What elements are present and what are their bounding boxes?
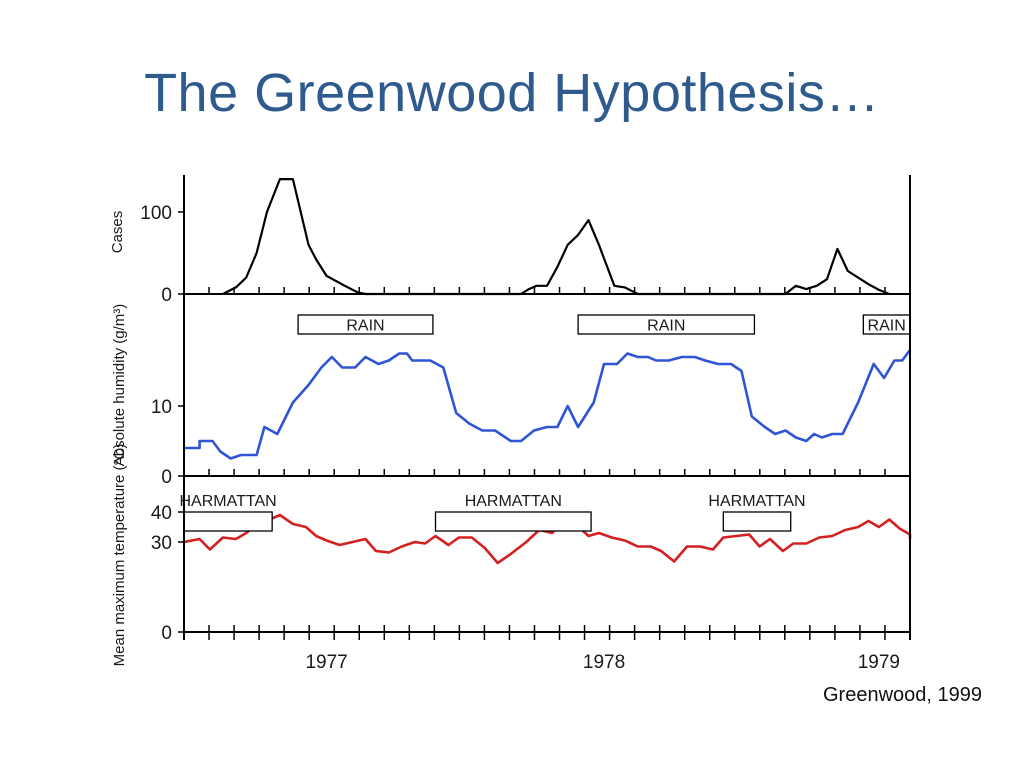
humidity-panel: Absolute humidity (g/m³) 0 10 (111, 304, 912, 488)
temperature-season-bar (183, 511, 273, 532)
citation: Greenwood, 1999 (822, 684, 982, 706)
temperature-season-bar (722, 511, 792, 532)
temperature-y-tick-label: 30 (151, 533, 172, 554)
x-axis: 1977 1978 1979 (183, 632, 911, 673)
cases-season-bar-label: RAIN (647, 318, 685, 335)
cases-season-bar (577, 314, 756, 335)
humidity-axis-title: Absolute humidity (g/m³) (111, 304, 128, 467)
cases-axis-title: Cases (109, 211, 126, 254)
x-year-label: 1977 (305, 652, 347, 673)
chart-frame (183, 175, 911, 640)
temperature-season-bar-label: HARMATTAN (465, 493, 562, 510)
temperature-panel: Mean maximum temperature (°C) 0 30 40 HARMA… (111, 444, 912, 667)
x-year-label: 1979 (858, 652, 900, 673)
temperature-season-bar-label: HARMATTAN (708, 493, 805, 510)
cases-season-bar (297, 314, 434, 335)
cases-y-tick-label: 0 (161, 285, 172, 306)
temperature-season-bar-label: HARMATTAN (179, 493, 276, 510)
cases-panel: Cases 0 100 RAIN RAIN RAIN (109, 178, 911, 335)
cases-y-tick-label: 100 (140, 203, 172, 224)
temperature-y-tick-label: 40 (151, 503, 172, 524)
humidity-y-tick-label: 10 (151, 397, 172, 418)
slide-title: The Greenwood Hypothesis… (144, 63, 880, 123)
cases-season-bar-label: RAIN (868, 318, 906, 335)
temperature-y-tick-label: 0 (161, 623, 172, 644)
humidity-y-tick-label: 0 (161, 467, 172, 488)
temperature-season-bar (434, 511, 592, 532)
humidity-series-line (184, 349, 912, 460)
cases-season-bar-label: RAIN (346, 318, 384, 335)
x-year-label: 1978 (583, 652, 625, 673)
cases-series-line (222, 178, 890, 296)
temperature-axis-title: Mean maximum temperature (°C) (111, 444, 128, 667)
